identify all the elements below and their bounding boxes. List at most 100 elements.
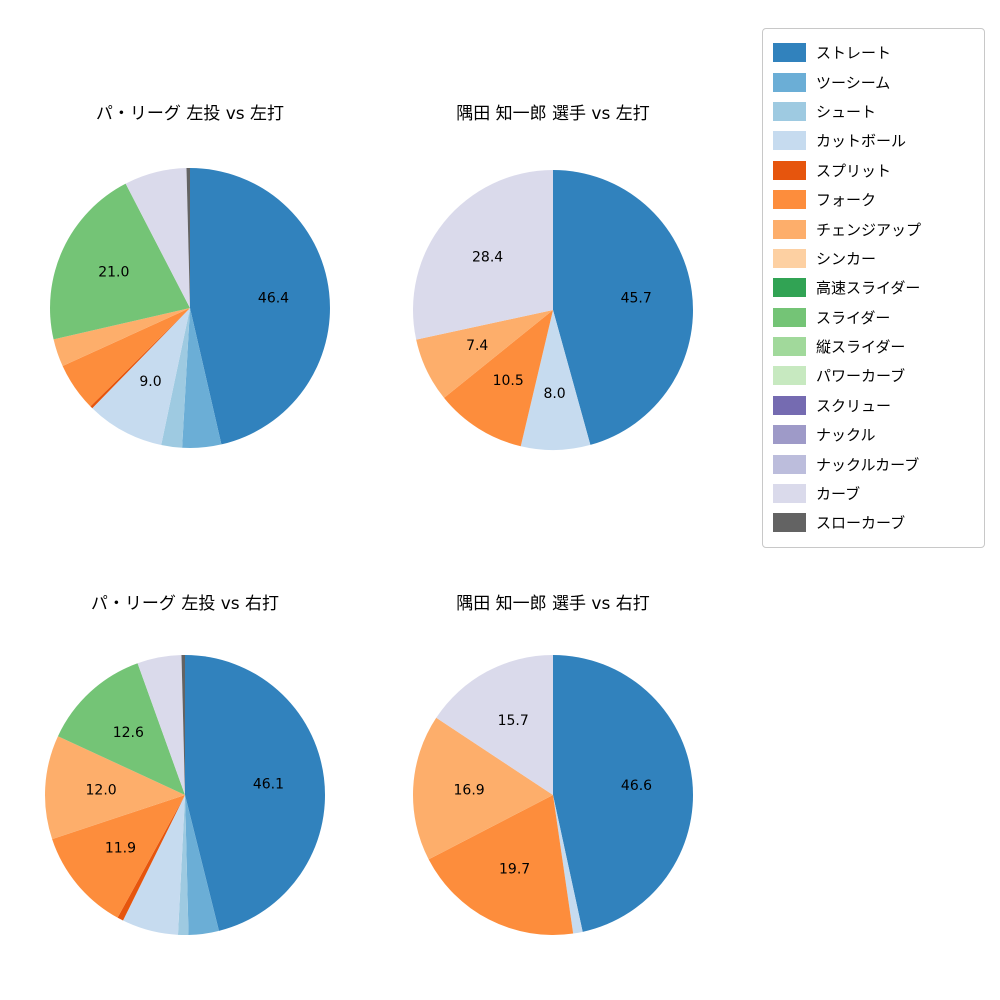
legend-item: シンカー (773, 244, 974, 273)
legend-label: スライダー (816, 308, 891, 327)
legend-swatch-icon (773, 190, 806, 210)
chart-title-league-vs-right: パ・リーグ 左投 vs 右打 (90, 594, 280, 614)
legend-swatch-icon (773, 278, 806, 298)
legend-swatch-icon (773, 454, 806, 474)
legend-item: チェンジアップ (773, 214, 974, 243)
legend-item: ナックルカーブ (773, 449, 974, 478)
legend-swatch-icon (773, 101, 806, 121)
pie-slice-チェンジアップ (45, 736, 185, 840)
legend-swatch-icon (773, 43, 806, 63)
pie-slice-label: 8.0 (543, 386, 565, 402)
legend-swatch-icon (773, 219, 806, 239)
pie-slice-カットボール (92, 308, 190, 445)
legend-item: スローカーブ (773, 508, 974, 537)
legend-item: 縦スライダー (773, 332, 974, 361)
pie-chart-league-vs-right: 46.1 11.9 12.0 12.6 (45, 654, 326, 936)
pie-slice-ストレート (553, 170, 693, 445)
pie-chart-league-vs-left: 46.4 9.0 21.0 (50, 167, 330, 449)
pie-chart-sumida-vs-left: 45.7 8.0 10.5 7.4 28.4 (412, 170, 693, 450)
legend-item: カットボール (773, 126, 974, 155)
pie-slice-シュート (177, 795, 189, 936)
pie-slice-ストレート (190, 168, 330, 445)
pie-slice-スプリット (90, 308, 190, 409)
legend-swatch-icon (773, 248, 806, 268)
pie-slice-スローカーブ (186, 167, 190, 308)
legend-item: ナックル (773, 420, 974, 449)
pie-slice-カーブ (412, 170, 553, 340)
legend-item: シュート (773, 97, 974, 126)
legend-label: シンカー (816, 249, 877, 268)
legend: ストレートツーシームシュートカットボール スプリットフォークチェンジアップ シンカー… (762, 28, 985, 548)
pie-slice-スプリット (117, 795, 185, 921)
legend-swatch-icon (773, 307, 806, 327)
legend-label: チェンジアップ (816, 220, 922, 239)
pie-slice-カーブ (436, 655, 553, 795)
chart-title-league-vs-left: パ・リーグ 左投 vs 左打 (95, 104, 285, 124)
pie-slice-label: 28.4 (472, 249, 503, 265)
pie-slice-label: 7.4 (466, 338, 488, 354)
pie-slice-シュート (161, 308, 190, 448)
pie-slice-カットボール (553, 795, 583, 934)
pie-slice-スライダー (57, 663, 186, 795)
legend-item: 高速スライダー (773, 273, 974, 302)
pie-slice-label: 46.4 (258, 291, 289, 307)
legend-label: フォーク (816, 191, 877, 210)
pie-slice-フォーク (428, 795, 574, 935)
pie-slice-フォーク (444, 310, 553, 447)
legend-label: スクリュー (816, 396, 892, 415)
pie-chart-sumida-vs-right: 46.6 19.7 16.9 15.7 (413, 655, 694, 935)
pie-slice-label: 11.9 (105, 841, 136, 857)
pie-slice-カットボール (520, 310, 591, 450)
legend-item: スプリット (773, 156, 974, 185)
legend-label: ツーシーム (816, 73, 891, 92)
legend-item: ツーシーム (773, 67, 974, 96)
legend-swatch-icon (773, 513, 806, 533)
legend-label: カットボール (816, 132, 907, 151)
legend-label: スローカーブ (816, 514, 906, 533)
legend-swatch-icon (773, 72, 806, 92)
chart-title-sumida-vs-left: 隅田 知一郎 選手 vs 左打 (456, 104, 650, 124)
pie-slice-チェンジアップ (416, 310, 553, 398)
pie-slice-フォーク (52, 795, 185, 918)
legend-swatch-icon (773, 484, 806, 504)
legend-label: 高速スライダー (816, 279, 921, 298)
pie-slice-ツーシーム (182, 308, 222, 449)
pie-slice-ツーシーム (185, 795, 219, 935)
pie-slice-カットボール (123, 795, 185, 935)
pie-slice-label: 10.5 (493, 373, 524, 389)
pie-slice-label: 21.0 (98, 265, 129, 281)
pie-slice-label: 12.6 (113, 725, 144, 741)
pie-slice-label: 9.0 (139, 374, 161, 390)
legend-label: スプリット (816, 161, 892, 180)
legend-item: フォーク (773, 185, 974, 214)
legend-label: パワーカーブ (816, 367, 906, 386)
legend-label: ストレート (816, 44, 892, 63)
chart-title-sumida-vs-right: 隅田 知一郎 選手 vs 右打 (456, 594, 650, 614)
legend-item: ストレート (773, 38, 974, 67)
pie-slice-ストレート (185, 655, 326, 931)
pie-slice-label: 15.7 (498, 713, 529, 729)
legend-label: カーブ (816, 485, 861, 504)
legend-item: カーブ (773, 479, 974, 508)
pie-slice-カーブ (125, 168, 190, 308)
legend-swatch-icon (773, 425, 806, 445)
pie-slice-ストレート (553, 655, 694, 932)
pie-slice-label: 19.7 (499, 862, 530, 878)
legend-swatch-icon (773, 131, 806, 151)
pie-slice-スライダー (50, 183, 191, 340)
pie-slice-label: 12.0 (86, 782, 117, 798)
legend-item: スライダー (773, 303, 974, 332)
pie-slice-label: 16.9 (454, 783, 485, 799)
pie-slice-label: 46.6 (621, 778, 652, 794)
legend-swatch-icon (773, 337, 806, 357)
pie-slice-チェンジアップ (413, 717, 553, 860)
pie-slice-label: 46.1 (253, 777, 284, 793)
legend-label: ナックル (816, 426, 876, 445)
pie-slice-カーブ (137, 655, 185, 795)
pie-slice-チェンジアップ (53, 308, 190, 367)
pie-slice-スローカーブ (181, 654, 185, 795)
pie-slice-フォーク (62, 308, 191, 407)
legend-swatch-icon (773, 366, 806, 386)
legend-label: 縦スライダー (816, 338, 906, 357)
legend-item: パワーカーブ (773, 361, 974, 390)
